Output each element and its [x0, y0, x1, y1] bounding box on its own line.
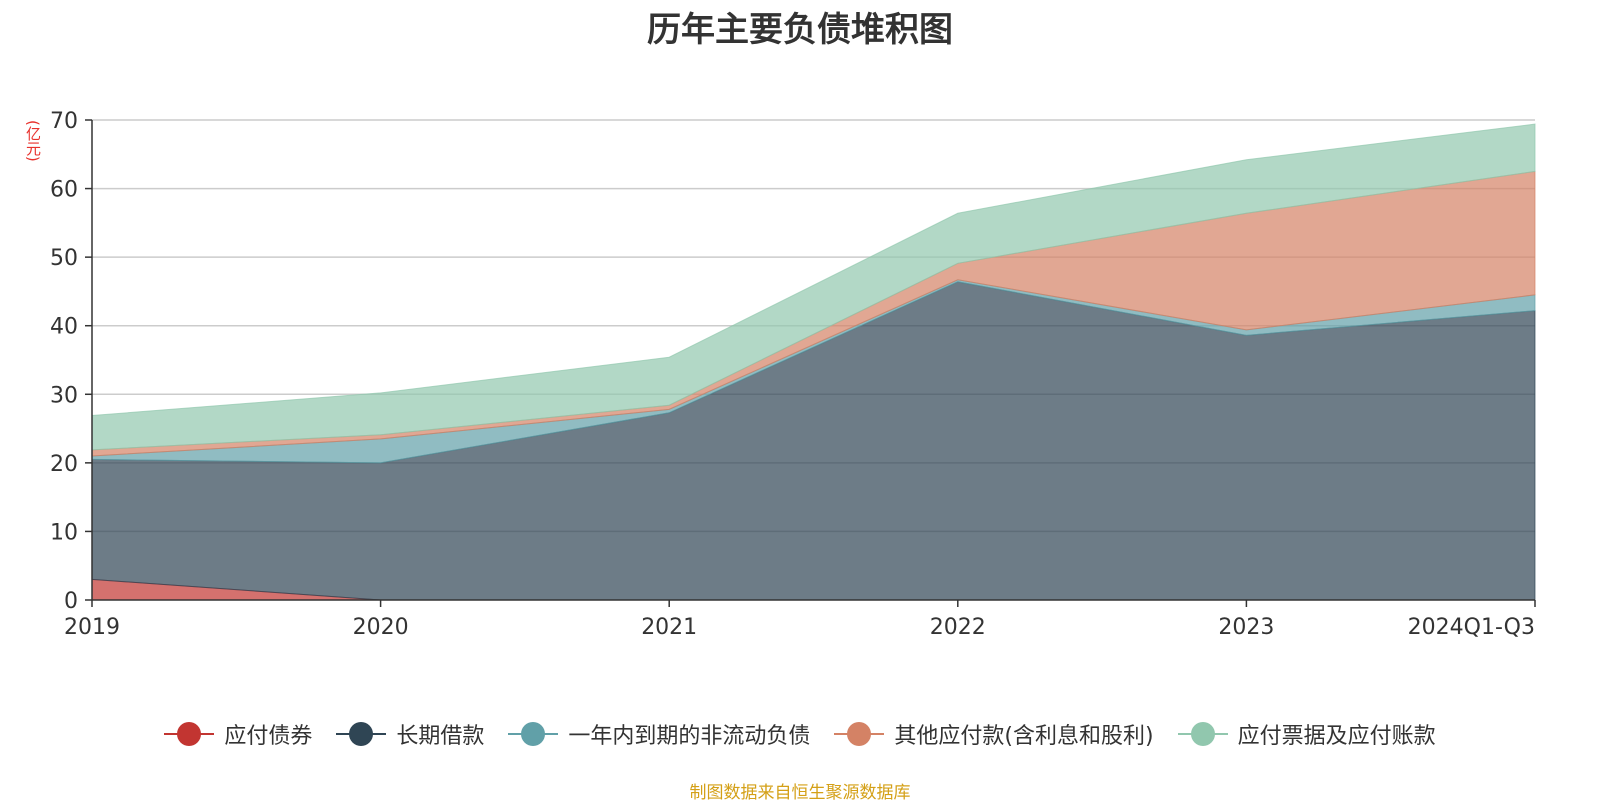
- legend-item-4[interactable]: 应付票据及应付账款: [1177, 718, 1436, 750]
- y-tick-label-30: 30: [50, 383, 78, 408]
- area-4[interactable]: [91, 123, 1536, 451]
- x-tick-label-4: 2023: [1218, 615, 1274, 640]
- y-tick-label-60: 60: [50, 178, 78, 203]
- x-tick-label-0: 2019: [64, 615, 120, 640]
- legend-label: 长期借款: [396, 724, 485, 749]
- y-tick-label-70: 70: [50, 109, 78, 134]
- y-axis-unit-label: (亿元): [24, 120, 42, 162]
- legend-item-1[interactable]: 长期借款: [336, 718, 484, 750]
- source-note: 制图数据来自恒生聚源数据库: [689, 783, 911, 803]
- x-tick-label-3: 2022: [930, 615, 986, 640]
- y-tick-label-50: 50: [50, 246, 78, 271]
- chart-legend: 应付债券 长期借款 一年内到期的非流动负债 其他应付款(含利息和股利) 应付票据及应付账…: [0, 718, 1600, 750]
- legend-label: 一年内到期的非流动负债: [568, 724, 811, 749]
- y-tick-label-20: 20: [50, 452, 78, 477]
- legend-item-3[interactable]: 其他应付款(含利息和股利): [834, 718, 1154, 750]
- legend-marker-icon: [164, 721, 215, 747]
- stacked-area-chart: 0 10 20 30 40 50 60 70 2019 2020 2021 2022 2023 2024Q…: [50, 109, 1536, 640]
- legend-label: 其他应付款(含利息和股利): [894, 724, 1154, 749]
- y-tick-label-40: 40: [50, 315, 78, 340]
- chart-title: 历年主要负债堆积图: [647, 10, 953, 50]
- area-series: [91, 123, 1536, 601]
- x-tick-label-2: 2021: [641, 615, 697, 640]
- legend-label: 应付债券: [224, 724, 313, 749]
- legend-item-0[interactable]: 应付债券: [164, 718, 312, 750]
- x-tick-label-5: 2024Q1-Q3: [1408, 615, 1535, 640]
- axes: 0 10 20 30 40 50 60 70 2019 2020 2021 2022 2023 2024Q…: [50, 109, 1536, 640]
- legend-label: 应付票据及应付账款: [1237, 724, 1436, 749]
- y-tick-label-10: 10: [50, 520, 78, 545]
- x-tick-label-1: 2020: [353, 615, 409, 640]
- legend-marker-icon: [834, 721, 885, 747]
- legend-item-2[interactable]: 一年内到期的非流动负债: [508, 718, 810, 750]
- legend-marker-icon: [336, 721, 387, 747]
- legend-marker-icon: [1177, 721, 1228, 747]
- y-tick-label-0: 0: [64, 589, 78, 614]
- legend-marker-icon: [508, 721, 559, 747]
